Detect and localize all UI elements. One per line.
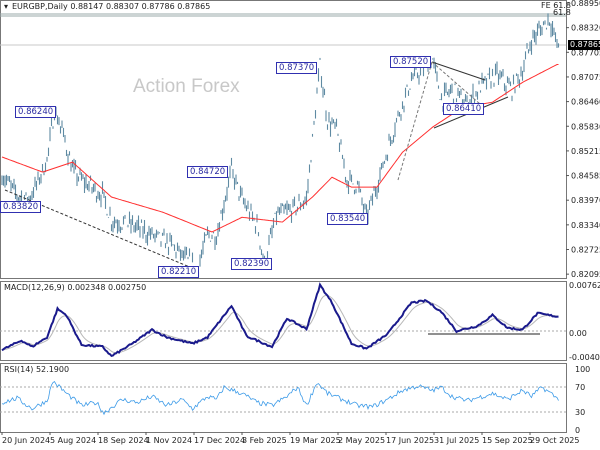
fe-label: FE 61.8 [541, 1, 571, 10]
price-label: 0.86410 [443, 103, 485, 115]
y-tick-label: 0.84585 [571, 172, 600, 181]
x-tick-label: 1 Nov 2024 [146, 436, 192, 445]
x-tick-label: 17 Jun 2025 [386, 436, 434, 445]
macd-panel [0, 281, 567, 361]
main-panel [0, 0, 567, 279]
falling-trendline [4, 189, 193, 269]
price-label: 0.83820 [0, 201, 42, 213]
price-label: 0.82210 [158, 266, 200, 278]
y-tick-label: 0.82725 [571, 246, 600, 255]
x-tick-label: 2 May 2025 [338, 436, 385, 445]
x-tick-label: 17 Dec 2024 [194, 436, 245, 445]
y-tick-label: 0.85215 [571, 147, 600, 156]
rise-dashed-line [397, 61, 433, 181]
rsi-panel [0, 363, 567, 433]
collapse-icon[interactable]: ▾ [4, 2, 8, 11]
macd-signal-line [1, 294, 559, 354]
macd-tick-label: 0.007623 [569, 281, 600, 290]
price-label: 0.82390 [231, 258, 273, 270]
y-tick-label: 0.87075 [571, 73, 600, 82]
macd-line [1, 282, 559, 358]
fe-label-2: 61.8 [553, 8, 571, 17]
rsi-tick-label: 70 [575, 383, 585, 392]
macd-tick-label: 0.00 [569, 329, 587, 338]
watermark: Action Forex [133, 76, 240, 97]
price-label: 0.83540 [327, 213, 369, 225]
price-label: 0.87520 [390, 56, 432, 68]
x-tick-label: 5 Aug 2024 [50, 436, 96, 445]
macd-tick-label: -0.004073 [569, 353, 600, 362]
x-tick-label: 15 Sep 2025 [482, 436, 533, 445]
price-label: 0.87370 [276, 62, 318, 74]
x-tick-label: 19 Mar 2025 [290, 436, 341, 445]
x-tick-label: 18 Sep 2024 [98, 436, 149, 445]
rsi-tick-label: 100 [575, 365, 590, 374]
y-tick-label: 0.82095 [571, 270, 600, 279]
x-tick-label: 20 Jun 2024 [2, 436, 50, 445]
rsi-title: RSI(14) 52.1900 [4, 365, 69, 374]
x-tick-label: 3 Feb 2025 [242, 436, 287, 445]
price-label: 0.84720 [187, 166, 229, 178]
rsi-line [1, 381, 559, 416]
rsi-tick-label: 0 [575, 426, 580, 435]
x-tick-label: 31 Jul 2025 [434, 436, 479, 445]
x-tick-label: 29 Oct 2025 [530, 436, 579, 445]
current-price-tag: 0.87865 [568, 40, 600, 50]
moving-average-line [1, 64, 559, 233]
macd-title: MACD(12,26,9) 0.002348 0.002750 [4, 283, 146, 292]
price-label: 0.86240 [15, 106, 57, 118]
y-tick-label: 0.87705 [571, 48, 600, 57]
triangle-upper-line [431, 61, 486, 81]
triangle-dashed-line [431, 61, 481, 105]
symbol-title: EURGBP,Daily 0.88147 0.88307 0.87786 0.8… [12, 2, 210, 11]
rsi-tick-label: 30 [575, 408, 585, 417]
